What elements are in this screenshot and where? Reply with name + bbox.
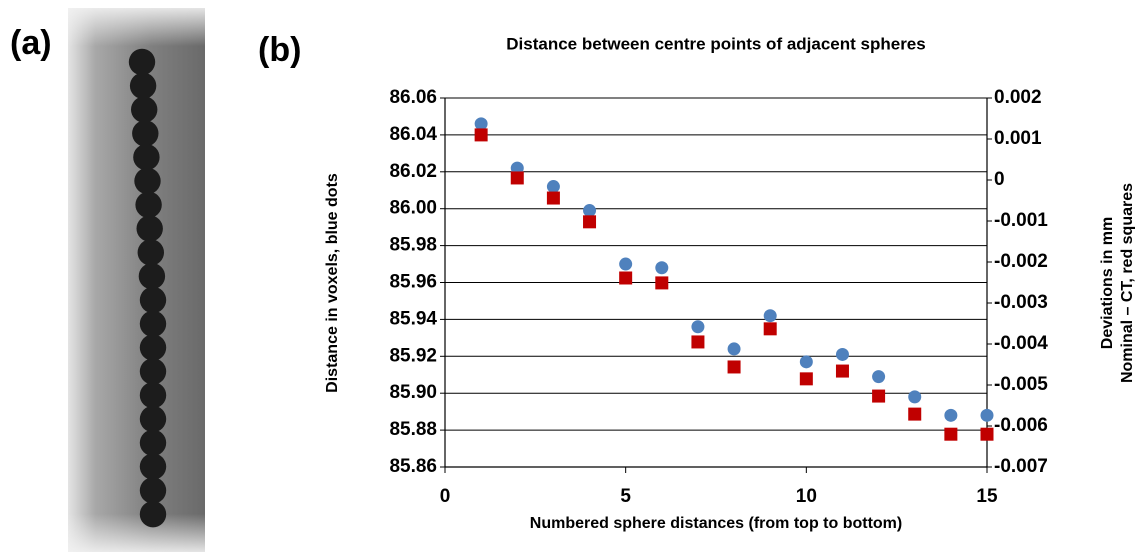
y2-tick-label: -0.006	[994, 415, 1048, 436]
x-tick-label: 5	[620, 486, 631, 507]
x-tick-label: 15	[976, 486, 998, 507]
sphere	[135, 191, 162, 218]
sphere	[139, 405, 167, 433]
y-tick-label: 85.96	[389, 272, 437, 293]
point	[908, 390, 922, 404]
y2-tick-label: 0.001	[994, 128, 1042, 149]
y-tick-label: 86.06	[389, 87, 437, 108]
point	[655, 276, 669, 290]
point	[944, 427, 958, 441]
panel-label: (a)	[10, 24, 52, 62]
x-axis-label: Numbered sphere distances (from top to b…	[530, 515, 902, 532]
sphere	[137, 239, 164, 266]
y2-tick-label: -0.002	[994, 251, 1048, 272]
point	[474, 117, 488, 131]
y2-tick-label: -0.003	[994, 292, 1048, 313]
sphere	[139, 334, 167, 361]
point	[835, 364, 849, 378]
y-tick-label: 86.04	[389, 124, 437, 145]
point	[980, 427, 994, 441]
y2-tick-label: -0.005	[994, 374, 1048, 395]
point	[510, 161, 524, 175]
point	[908, 407, 922, 421]
sphere	[139, 453, 167, 480]
sphere	[139, 477, 167, 504]
y-tick-label: 85.98	[389, 235, 437, 256]
point	[619, 271, 633, 285]
y-tick-label: 86.02	[389, 161, 437, 182]
point	[799, 355, 813, 369]
sphere	[139, 286, 167, 314]
point	[474, 128, 488, 142]
panel-label: (b)	[258, 31, 301, 69]
x-tick-label: 10	[796, 486, 817, 507]
sphere	[133, 144, 160, 171]
point	[835, 347, 849, 361]
point	[727, 342, 741, 356]
ct-image	[68, 8, 205, 552]
sphere	[129, 72, 157, 100]
y-tick-label: 85.88	[389, 419, 437, 440]
point	[763, 322, 777, 336]
y-tick-label: 85.90	[389, 382, 437, 403]
sphere	[132, 120, 159, 147]
point	[546, 191, 560, 205]
point	[655, 261, 669, 275]
chart-title: Distance between centre points of adjace…	[506, 34, 925, 53]
point	[691, 335, 705, 349]
y2-tick-label: 0	[994, 169, 1005, 190]
point	[872, 370, 886, 384]
sphere	[131, 96, 158, 123]
sphere	[139, 358, 167, 385]
y-tick-label: 86.00	[389, 198, 437, 219]
point	[619, 257, 633, 271]
point	[944, 408, 958, 422]
x-tick-label: 0	[440, 486, 451, 507]
sphere	[139, 382, 167, 409]
sphere	[139, 501, 167, 528]
sphere	[128, 48, 156, 76]
point	[980, 408, 994, 422]
y2-tick-label: -0.004	[994, 333, 1048, 354]
y2-axis-label: Nominal – CT, red squares	[1119, 183, 1135, 383]
point	[763, 309, 777, 323]
sphere	[139, 310, 167, 337]
y2-tick-label: -0.001	[994, 210, 1048, 231]
sphere	[136, 215, 163, 242]
point	[872, 389, 886, 403]
y2-axis-label: Deviations in mm	[1099, 217, 1116, 349]
y2-tick-label: 0.002	[994, 87, 1042, 108]
point	[727, 360, 741, 374]
point	[691, 320, 705, 334]
y2-tick-label: -0.007	[994, 456, 1048, 477]
point	[546, 180, 560, 194]
point	[510, 171, 524, 185]
y-tick-label: 85.92	[389, 345, 437, 366]
sphere	[139, 429, 167, 456]
point	[799, 372, 813, 386]
point	[583, 215, 597, 229]
point	[583, 204, 597, 218]
y-axis-label: Distance in voxels, blue dots	[324, 173, 341, 393]
y-tick-label: 85.94	[389, 308, 437, 329]
sphere	[138, 263, 166, 290]
sphere	[134, 167, 161, 195]
y-tick-label: 85.86	[389, 456, 437, 477]
